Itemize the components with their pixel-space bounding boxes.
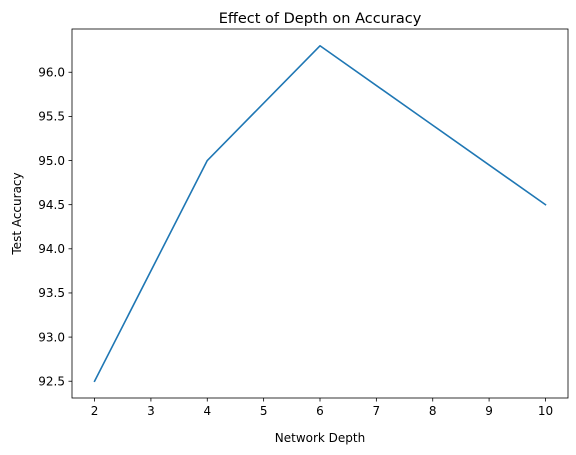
x-tick-label: 3 bbox=[147, 404, 155, 418]
y-tick-label: 95.0 bbox=[38, 154, 65, 168]
plot-area bbox=[72, 29, 568, 398]
y-axis-ticks: 92.5 93.0 93.5 94.0 94.5 95.0 95.5 96.0 bbox=[38, 66, 72, 389]
x-tick-label: 9 bbox=[485, 404, 493, 418]
y-tick-label: 93.5 bbox=[38, 286, 65, 300]
y-axis-label: Test Accuracy bbox=[10, 172, 24, 255]
x-tick-label: 6 bbox=[316, 404, 324, 418]
chart-title: Effect of Depth on Accuracy bbox=[219, 11, 422, 27]
y-tick-label: 93.0 bbox=[38, 330, 65, 344]
x-axis-label: Network Depth bbox=[275, 431, 365, 445]
data-points bbox=[94, 45, 546, 382]
x-tick-label: 10 bbox=[538, 404, 553, 418]
x-tick-label: 8 bbox=[429, 404, 437, 418]
y-tick-label: 95.5 bbox=[38, 110, 65, 124]
y-tick-label: 96.0 bbox=[38, 66, 65, 80]
x-axis-ticks: 2 3 4 5 6 7 8 9 10 bbox=[91, 398, 553, 418]
y-tick-label: 94.0 bbox=[38, 242, 65, 256]
plot-frame bbox=[71, 28, 569, 399]
x-tick-label: 4 bbox=[203, 404, 211, 418]
y-tick-label: 92.5 bbox=[38, 375, 65, 389]
x-tick-label: 2 bbox=[91, 404, 99, 418]
x-tick-label: 5 bbox=[260, 404, 268, 418]
y-tick-label: 94.5 bbox=[38, 198, 65, 212]
x-tick-label: 7 bbox=[373, 404, 381, 418]
